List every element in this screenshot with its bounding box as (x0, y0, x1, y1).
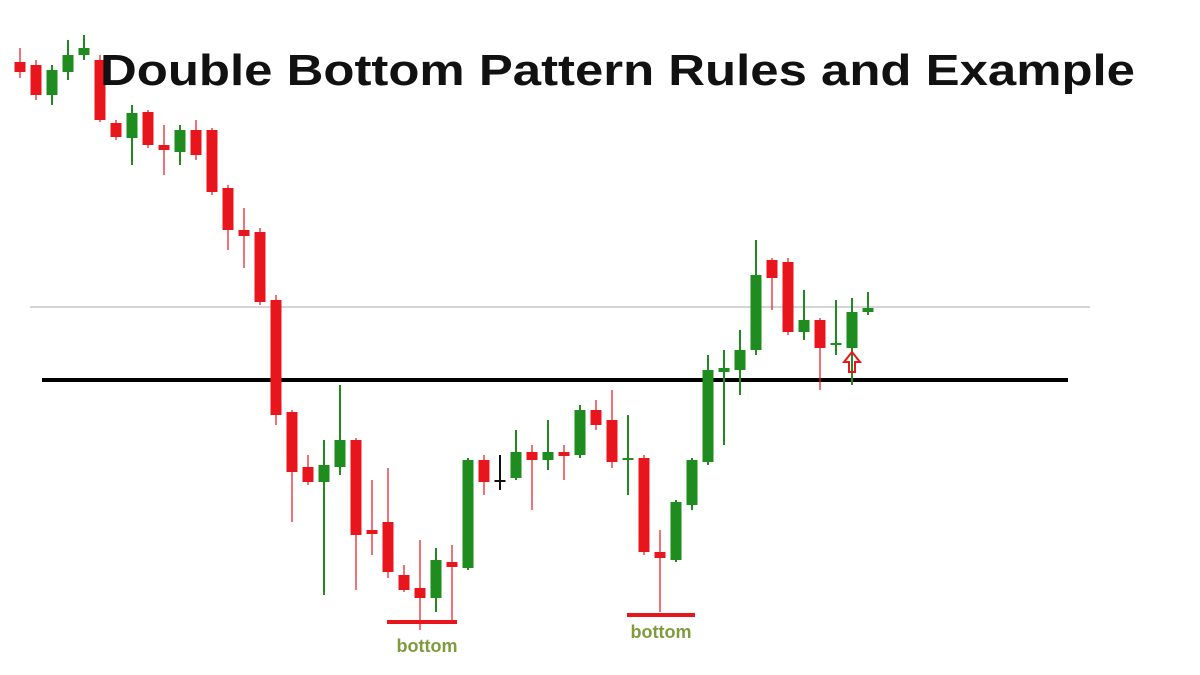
candle-body (558, 452, 570, 456)
candles (14, 35, 874, 630)
candle-body (814, 320, 826, 348)
candle-body (670, 502, 682, 560)
candle-body (446, 562, 458, 567)
bottom-label: bottom (397, 636, 458, 656)
candle-body (462, 460, 474, 568)
candle-body (334, 440, 346, 467)
candle-body (78, 48, 90, 55)
candle-body (206, 130, 218, 192)
candle-body (654, 552, 666, 558)
candle-body (238, 230, 250, 236)
candle-body (686, 460, 698, 505)
candle-body (414, 588, 426, 598)
candle-body (222, 188, 234, 230)
level-lines (30, 306, 1090, 382)
candle-body (782, 262, 794, 332)
candle-body (286, 412, 298, 472)
candle-body (430, 560, 442, 598)
candle-body (702, 370, 714, 462)
candle-body (126, 113, 138, 138)
candle-body (350, 440, 362, 535)
candle-body (622, 458, 634, 460)
candle-body (142, 112, 154, 145)
candle-body (830, 343, 842, 345)
arrow (841, 350, 863, 373)
candle-body (846, 312, 858, 348)
candle-body (574, 410, 586, 455)
candle-body (62, 55, 74, 72)
candle-body (606, 420, 618, 462)
candle-body (366, 530, 378, 534)
candle-body (190, 130, 202, 155)
candle-body (270, 300, 282, 415)
candle-body (590, 410, 602, 425)
candle-body (110, 123, 122, 137)
candle-body (94, 60, 106, 120)
candle-body (510, 452, 522, 478)
candle-body (798, 320, 810, 332)
candle-body (174, 130, 186, 152)
candle-body (302, 467, 314, 482)
candle-body (478, 460, 490, 482)
candle-body (526, 452, 538, 460)
candle-body (254, 232, 266, 302)
candle-body (318, 465, 330, 482)
candle-body (638, 458, 650, 552)
candle-body (158, 145, 170, 150)
candle-body (30, 65, 42, 95)
candle-body (542, 452, 554, 460)
chart-title: Double Bottom Pattern Rules and Example (100, 46, 1135, 95)
candle-body (766, 260, 778, 278)
candle-body (494, 480, 506, 482)
candle-body (862, 308, 874, 312)
candle-body (46, 70, 58, 95)
candle-body (382, 522, 394, 572)
candle-body (718, 368, 730, 372)
breakout-arrow (841, 350, 863, 373)
candle-body (398, 575, 410, 590)
candle-body (14, 62, 26, 72)
candle-body (750, 275, 762, 350)
bottom-label: bottom (631, 622, 692, 642)
candle-body (734, 350, 746, 370)
